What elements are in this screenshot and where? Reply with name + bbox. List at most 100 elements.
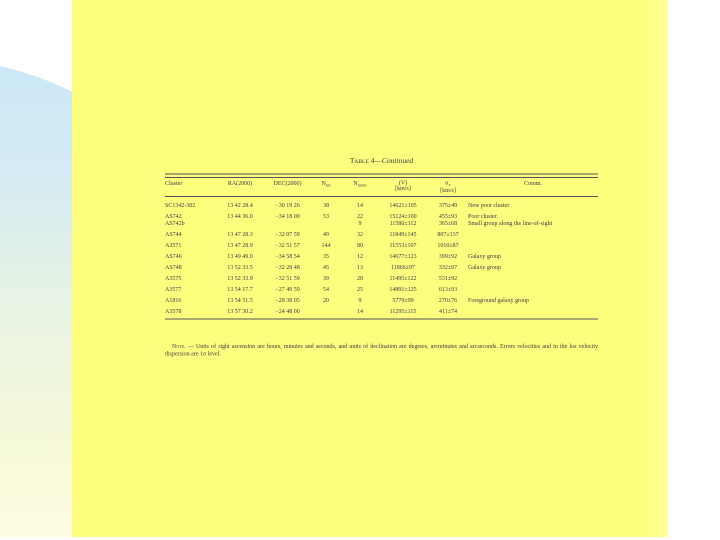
cell-ra: 13 57 30.2 [227,307,253,315]
table-title: Table 4—Continued [165,157,598,166]
cell-comment [468,303,598,319]
cell-sigma: 1010±87 [437,241,459,249]
cell-ntot: 35 [323,252,329,260]
cell-comment [468,237,598,248]
cell-ntot: 54 [323,285,329,293]
cell-nmem: 14 [357,307,363,315]
cell-ntot: 20 [323,296,329,304]
cell-comment: Galaxy group [468,252,501,260]
cell-sigma: 375±49 [438,201,458,209]
cell-sigma: 613±93 [438,285,458,293]
cell-velocity: 14891±125 [389,285,417,293]
table-row: A3577 13 54 17.7 −27 49 59 54 25 14891±1… [165,281,598,292]
decor-circle [0,60,72,537]
cell-dec: −30 19 26 [275,201,300,209]
table-row: A3578 13 57 30.2 −24 48 00 14 11295±115 … [165,303,598,319]
cell-nmem: 9 [358,296,362,304]
cell-cluster: AS746 [165,252,182,260]
cell-dec [265,219,310,226]
table-row: AS746 13 49 49.0 −34 58 54 35 12 14677±1… [165,248,598,259]
cell-cluster: AS742b [165,219,185,227]
cell-ra: 13 44 36.0 [227,212,253,220]
cell-ntot [310,219,342,226]
cell-ra: 13 47 28.9 [227,241,253,249]
cell-comment [468,281,598,292]
cell-cluster: SC1342-302 [165,201,196,209]
cell-dec: −34 58 54 [275,252,300,260]
cell-ra: 13 52 33.5 [227,263,253,271]
cell-dec: −32 51 57 [275,241,300,249]
cell-nmem: 22 [357,212,363,220]
col-header-nmem: Nmem [342,178,378,198]
table-row: AS742b 9 11580±112 365±68 Small group al… [165,219,598,226]
cell-comment: Foreground galaxy group [468,296,529,304]
cell-cluster: A3578 [165,307,182,315]
cell-comment [468,270,598,281]
cell-nmem: 14 [357,201,363,209]
cell-comment: Galaxy group [468,263,501,271]
col-header-sigma: σv [km/s] [428,178,468,198]
table-note: Note. — Units of right ascension are hou… [165,343,598,358]
col-header-dec: DEC(2000) [265,178,310,198]
table-row: AS748 13 52 33.5 −32 28 48 45 13 11866±9… [165,259,598,270]
cell-ntot: 144 [321,241,331,249]
cell-ra: 13 49 49.0 [227,252,253,260]
cell-ra: 13 47 28.3 [227,230,253,238]
cell-nmem: 32 [357,230,363,238]
cell-comment: New poor cluster [468,201,510,209]
cell-cluster: A3571 [165,241,182,249]
cell-ntot: 39 [323,274,329,282]
col-header-cluster: Cluster [165,178,215,198]
cell-sigma: 455±93 [438,212,458,220]
table-block: Table 4—Continued Cluster RA(2000) DEC(2… [165,157,598,358]
table-row: A3571 13 47 28.9 −32 51 57 144 80 11553±… [165,237,598,248]
cell-ra: 13 42 28.4 [227,201,253,209]
cell-comment [468,226,598,237]
cell-velocity: 11553±107 [389,241,417,249]
table-title-dash: — [374,157,382,165]
cell-sigma: 332±97 [438,263,458,271]
col-header-ntot: Ntot [310,178,342,198]
cell-ra: 13 52 33.9 [227,274,253,282]
cell-comment: Poor cluster. [468,212,498,220]
note-text: Units of right ascension are hours, minu… [165,342,599,358]
note-label: Note. — [172,342,194,350]
cell-velocity: 11295±115 [389,307,417,315]
cell-dec: −32 28 48 [275,263,300,271]
col-header-ra: RA(2000) [215,178,265,198]
cell-sigma: 399±92 [438,252,458,260]
cell-nmem: 25 [357,285,363,293]
cell-comment: Small group along the line-of-sight [468,219,553,227]
cell-ra [215,219,265,226]
cell-cluster: AS742 [165,212,182,220]
cell-velocity: 11849±145 [389,230,417,238]
cell-ntot [310,303,342,319]
cell-dec: −32 07 59 [275,230,300,238]
cell-sigma: 365±68 [438,219,458,227]
table-row: A3575 13 52 33.9 −32 51 59 39 20 11495±1… [165,270,598,281]
cell-cluster: A3575 [165,274,182,282]
table-header-row: Cluster RA(2000) DEC(2000) Ntot Nmem (V)… [165,178,598,198]
cell-velocity: 11580±112 [389,219,417,227]
left-decor-band [0,0,72,537]
cell-velocity: 11495±122 [389,274,417,282]
table-bottom-rule [165,318,598,320]
table-row: AS744 13 47 28.3 −32 07 59 49 32 11849±1… [165,226,598,237]
table-body: SC1342-302 13 42 28.4 −30 19 26 38 14 14… [165,197,598,319]
cell-ra: 13 54 17.7 [227,285,253,293]
cell-cluster: A3577 [165,285,182,293]
cell-dec: −24 48 00 [275,307,300,315]
table-row: AS742 13 44 36.0 −34 18 00 53 22 15124±1… [165,208,598,219]
cell-sigma: 270±76 [438,296,458,304]
cell-nmem: 80 [357,241,363,249]
slide: Table 4—Continued Cluster RA(2000) DEC(2… [72,0,668,537]
cell-ra: 13 54 51.5 [227,296,253,304]
cell-sigma: 531±92 [438,274,458,282]
table-row: SC1342-302 13 42 28.4 −30 19 26 38 14 14… [165,197,598,209]
cell-velocity: 14621±105 [389,201,417,209]
data-table: Cluster RA(2000) DEC(2000) Ntot Nmem (V)… [165,178,598,319]
cell-dec: −28 38 05 [275,296,300,304]
cell-nmem: 12 [357,252,363,260]
cell-sigma: 411±74 [438,307,458,315]
cell-cluster: AS744 [165,230,182,238]
